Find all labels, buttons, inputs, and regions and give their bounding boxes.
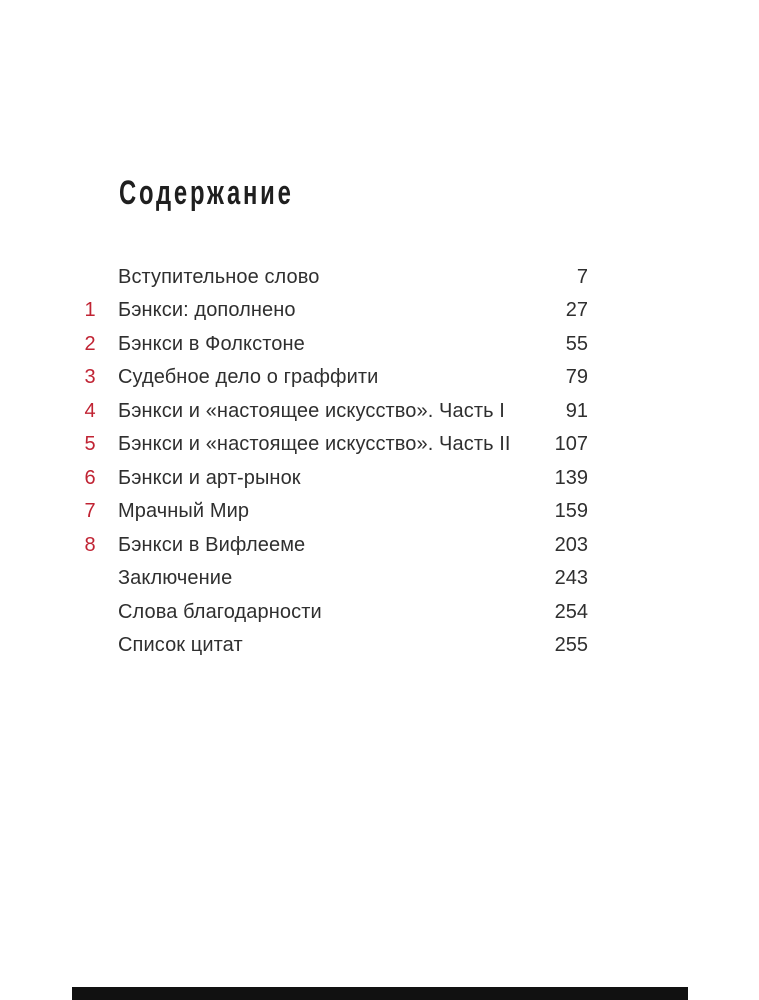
toc-row: 6 Бэнкси и арт-рынок 139 [0,461,759,495]
entry-page: 139 [554,466,588,489]
chapter-number: 7 [84,500,96,523]
entry-page: 159 [554,500,588,523]
entry-title: Мрачный Мир [118,500,250,523]
entry-title: Вступительное слово [118,265,320,288]
entry-page: 254 [554,600,588,623]
entry-page: 243 [554,567,588,590]
entry-title: Заключение [118,567,233,590]
entry-page: 79 [565,366,588,389]
toc-row: 7 Мрачный Мир 159 [0,495,759,529]
toc-row: 5 Бэнкси и «настоящее искусство». Часть … [0,428,759,462]
entry-page: 107 [554,433,588,456]
chapter-number: 1 [84,299,96,322]
entry-page: 7 [576,265,588,288]
toc-row: Слова благодарности 254 [0,595,759,629]
entry-title: Судебное дело о граффити [118,366,379,389]
toc-row: 2 Бэнкси в Фолкстоне 55 [0,327,759,361]
entry-page: 91 [565,399,588,422]
chapter-number: 2 [84,332,96,355]
toc-row: 8 Бэнкси в Вифлееме 203 [0,528,759,562]
entry-page: 255 [554,634,588,657]
entry-page: 203 [554,533,588,556]
bottom-black-bar [72,987,688,1000]
entry-page: 55 [565,332,588,355]
toc-row: 1 Бэнкси: дополнено 27 [0,294,759,328]
entry-title: Список цитат [118,634,243,657]
entry-page: 27 [565,299,588,322]
toc-row: Заключение 243 [0,562,759,596]
page-title: Содержание [119,174,294,212]
entry-title: Бэнкси и «настоящее искусство». Часть I [118,399,505,422]
toc-row: Список цитат 255 [0,629,759,663]
entry-title: Слова благодарности [118,600,322,623]
entry-title: Бэнкси и арт-рынок [118,466,301,489]
entry-title: Бэнкси и «настоящее искусство». Часть II [118,433,511,456]
chapter-number: 4 [84,399,96,422]
toc-row: Вступительное слово 7 [0,260,759,294]
chapter-number: 5 [84,433,96,456]
toc-row: 3 Судебное дело о граффити 79 [0,361,759,395]
chapter-number: 3 [84,366,96,389]
toc-row: 4 Бэнкси и «настоящее искусство». Часть … [0,394,759,428]
toc-list: Вступительное слово 7 1 Бэнкси: дополнен… [0,260,759,662]
entry-title: Бэнкси: дополнено [118,299,296,322]
chapter-number: 6 [84,466,96,489]
entry-title: Бэнкси в Фолкстоне [118,332,305,355]
chapter-number: 8 [84,533,96,556]
entry-title: Бэнкси в Вифлееме [118,533,306,556]
